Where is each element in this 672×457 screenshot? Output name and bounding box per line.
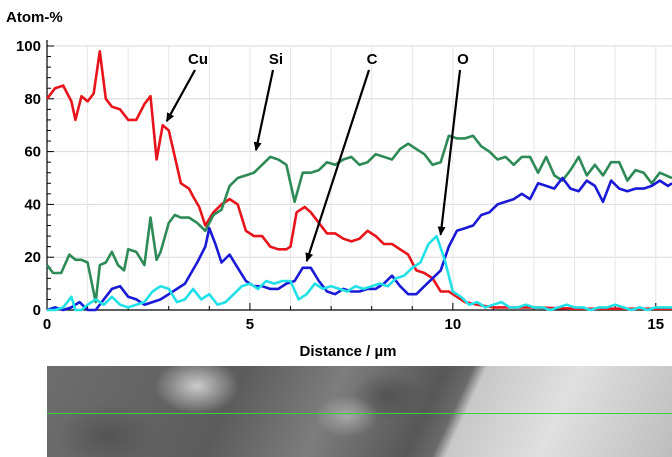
chart-axes xyxy=(46,40,672,311)
x-tick-label: 5 xyxy=(246,316,254,333)
y-tick-label: 80 xyxy=(24,91,41,108)
y-axis-title: Atom-% xyxy=(6,9,63,26)
y-tick-label: 40 xyxy=(24,196,41,213)
annotation-label: Si xyxy=(269,51,283,68)
annotation-arrow xyxy=(253,69,275,152)
sem-micrograph-image xyxy=(47,366,672,457)
annotation-label: C xyxy=(367,51,378,68)
x-tick-label: 0 xyxy=(43,316,51,333)
chart-series xyxy=(45,49,672,312)
annotations: Cu Si C O xyxy=(165,51,469,263)
series-line xyxy=(47,234,672,312)
x-tick-label: 10 xyxy=(445,316,462,333)
annotation-arrow xyxy=(305,69,371,263)
annotation-arrow xyxy=(165,69,196,123)
annotation-arrow xyxy=(437,69,462,236)
annotation-label: O xyxy=(457,51,469,68)
x-axis-title: Distance / µm xyxy=(299,343,396,360)
y-tick-label: 20 xyxy=(24,249,41,266)
series-line xyxy=(45,49,672,311)
series-line xyxy=(46,176,672,312)
tick-labels: 0 20 40 60 80 100 0 5 10 15 xyxy=(16,38,664,333)
annotation-label: Cu xyxy=(188,51,208,68)
linescan-marker-line xyxy=(47,413,672,414)
chart-grid xyxy=(47,45,672,310)
y-tick-label: 100 xyxy=(16,38,41,55)
x-tick-label: 15 xyxy=(647,316,664,333)
y-tick-label: 0 xyxy=(33,302,41,319)
y-tick-label: 60 xyxy=(24,144,41,161)
series-line xyxy=(45,134,672,304)
